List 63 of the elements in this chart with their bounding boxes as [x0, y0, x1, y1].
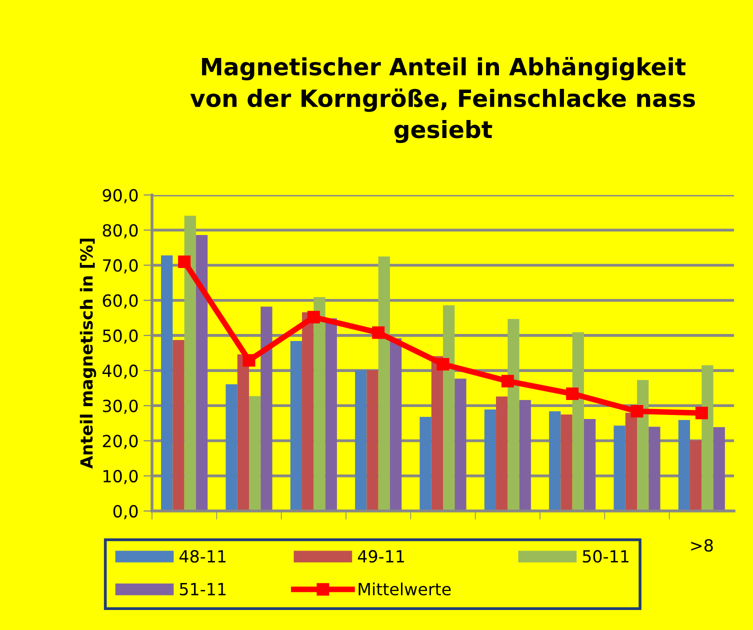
- legend-label: 50-11: [582, 550, 628, 563]
- bar: [496, 396, 508, 511]
- bar: [172, 340, 184, 511]
- bar: [226, 384, 238, 511]
- y-tick-label: 30,0: [102, 400, 138, 414]
- legend-label: 49-11: [358, 550, 404, 563]
- legend-label: Mittelwerte: [358, 582, 451, 596]
- bar: [519, 400, 531, 511]
- bar: [560, 414, 572, 511]
- point: [178, 255, 191, 268]
- y-tick-label: 0,0: [113, 504, 138, 520]
- bar: [302, 312, 314, 511]
- bar: [648, 426, 660, 511]
- bar: [161, 255, 173, 511]
- point: [566, 387, 579, 400]
- point: [501, 374, 514, 388]
- bar: [443, 305, 455, 511]
- bar: [713, 427, 725, 511]
- point: [436, 358, 450, 370]
- bar: [431, 356, 443, 511]
- point: [695, 406, 708, 420]
- point: [630, 405, 644, 418]
- bar: [260, 306, 272, 511]
- bar: [637, 380, 649, 511]
- y-tick-label: 60,0: [102, 294, 138, 309]
- bar: [325, 318, 337, 511]
- bar: [614, 426, 626, 511]
- bar: [378, 256, 390, 511]
- bar: [420, 416, 432, 511]
- bar: [690, 440, 702, 511]
- point: [307, 310, 320, 324]
- y-tick-label: 40,0: [102, 364, 138, 379]
- bar: [249, 396, 261, 511]
- bar: [678, 420, 690, 511]
- bar: [549, 411, 561, 511]
- legend-label: 51-11: [180, 583, 226, 596]
- chart-title: Magnetischer Anteil in Abhängigkeit von der Korngröße, Feinschlacke nass gesiebt: [190, 56, 695, 144]
- bar: [484, 410, 496, 511]
- bar: [572, 332, 584, 511]
- bar: [196, 235, 208, 511]
- bar: [290, 341, 302, 511]
- bar: [390, 338, 402, 511]
- bar: [625, 412, 637, 511]
- y-tick-label: 70,0: [103, 259, 138, 274]
- y-axis-title: Anteil magnetisch in [%]: [80, 238, 96, 469]
- bar: [184, 216, 196, 511]
- bar: [314, 297, 326, 511]
- bar: [237, 354, 249, 511]
- x-tick-label: >8: [691, 539, 713, 552]
- point: [372, 326, 385, 339]
- bar: [508, 318, 520, 511]
- y-tick-label: 50,0: [102, 329, 138, 344]
- point: [242, 354, 256, 367]
- bar: [454, 378, 466, 511]
- y-tick-label: 90,0: [102, 188, 138, 204]
- y-tick-label: 80,0: [102, 224, 138, 238]
- bar: [702, 365, 714, 511]
- bar: [355, 370, 367, 511]
- y-tick-label: 20,0: [102, 434, 138, 450]
- bar: [366, 370, 378, 511]
- legend-label: 48-11: [179, 550, 226, 563]
- y-tick-label: 10,0: [104, 470, 138, 484]
- bar: [584, 419, 596, 511]
